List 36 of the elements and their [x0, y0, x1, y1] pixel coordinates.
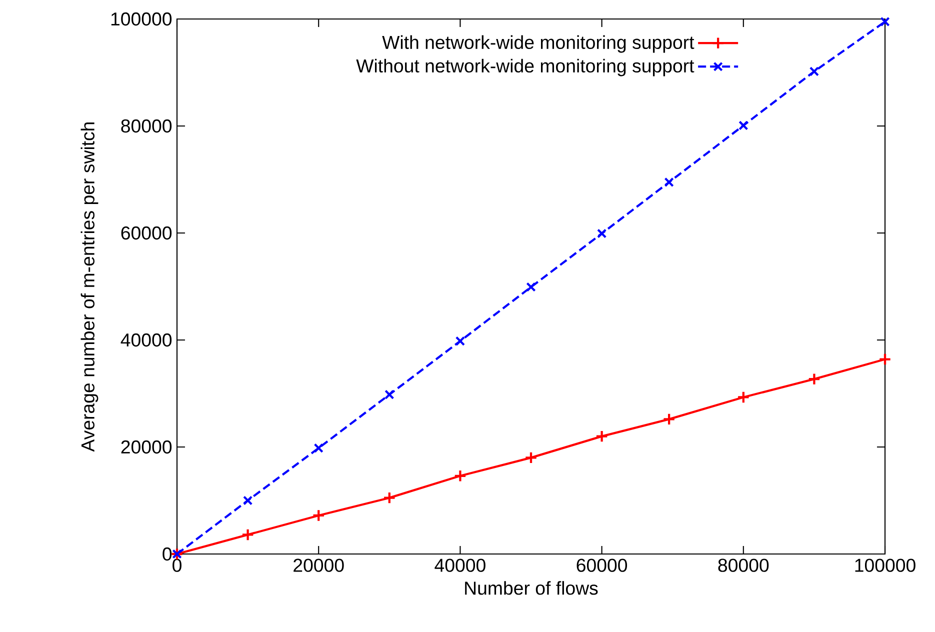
point [241, 528, 254, 542]
point [526, 282, 536, 292]
point [524, 451, 538, 464]
x-tick-label: 20000 [294, 558, 344, 572]
point [314, 443, 324, 453]
point [312, 509, 326, 522]
y-axis-title: Average number of m-entries per switch [80, 122, 98, 452]
point [454, 469, 467, 482]
y-tick-label: 20000 [121, 440, 172, 454]
x-tick-label: 40000 [434, 558, 486, 572]
x-tick-label: 80000 [718, 558, 769, 572]
point [455, 336, 466, 346]
point [595, 430, 608, 443]
x-tick-label: 60000 [576, 558, 628, 572]
point [880, 16, 890, 27]
point [809, 66, 820, 76]
point [662, 412, 676, 426]
point [808, 372, 821, 386]
point [738, 120, 748, 130]
point [664, 177, 674, 188]
legend-label: Without network-wide monitoring support [356, 58, 694, 76]
x-tick-label: 100000 [855, 558, 916, 572]
y-tick-label: 80000 [121, 119, 172, 133]
x-tick-label: 0 [172, 558, 182, 572]
y-tick-label: 0 [162, 547, 172, 561]
point [596, 228, 607, 238]
point [878, 352, 892, 366]
point [384, 390, 394, 400]
y-tick-label: 60000 [121, 226, 172, 240]
point [383, 491, 396, 504]
y-tick-label: 40000 [120, 333, 172, 347]
point [242, 496, 253, 506]
y-tick-label: 100000 [111, 12, 172, 26]
legend-label: With network-wide monitoring support [382, 35, 694, 53]
point [737, 390, 750, 404]
x-axis-title: Number of flows [465, 581, 598, 595]
